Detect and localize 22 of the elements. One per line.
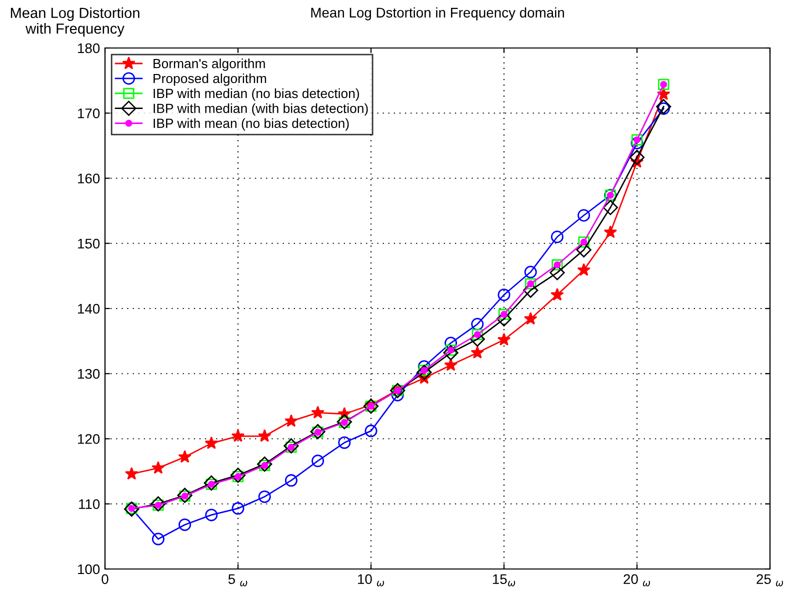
legend-label: IBP with mean (no bias detection) <box>154 118 349 131</box>
y-tick-label: 150 <box>78 238 100 249</box>
y-tick-label: 100 <box>78 564 100 574</box>
legend-label: Borman's algorithm <box>154 58 265 71</box>
x-tick-label: 25 $_{ω}$ <box>756 574 783 586</box>
y-tick-label: 120 <box>78 434 100 444</box>
legend-label: IBP with median (no bias detection) <box>154 88 360 101</box>
y-tick-label: 180 <box>78 43 100 54</box>
y-tick-label: 160 <box>78 174 100 184</box>
x-tick-label: 20 $_{ω}$ <box>624 574 650 586</box>
y-tick-label: 110 <box>79 499 100 510</box>
x-tick-label: 15$_{ω}$ <box>492 574 516 586</box>
chart-title: Mean Log Dstortion in Frequency domain <box>311 7 564 20</box>
y-tick-label: 130 <box>78 368 100 379</box>
y-tick-label: 170 <box>78 108 100 118</box>
x-tick-label: 10 $_{ω}$ <box>358 574 384 586</box>
legend-label: Proposed algorithm <box>154 73 266 86</box>
y-tick-label: 140 <box>78 304 100 314</box>
y-axis-title: Mean Log Distortion with Frequency <box>10 7 140 37</box>
legend-label: IBP with median (with bias detection) <box>154 103 368 116</box>
x-tick-label: 0 <box>102 574 108 584</box>
x-tick-label: 5 $_{ω}$ <box>228 574 248 586</box>
